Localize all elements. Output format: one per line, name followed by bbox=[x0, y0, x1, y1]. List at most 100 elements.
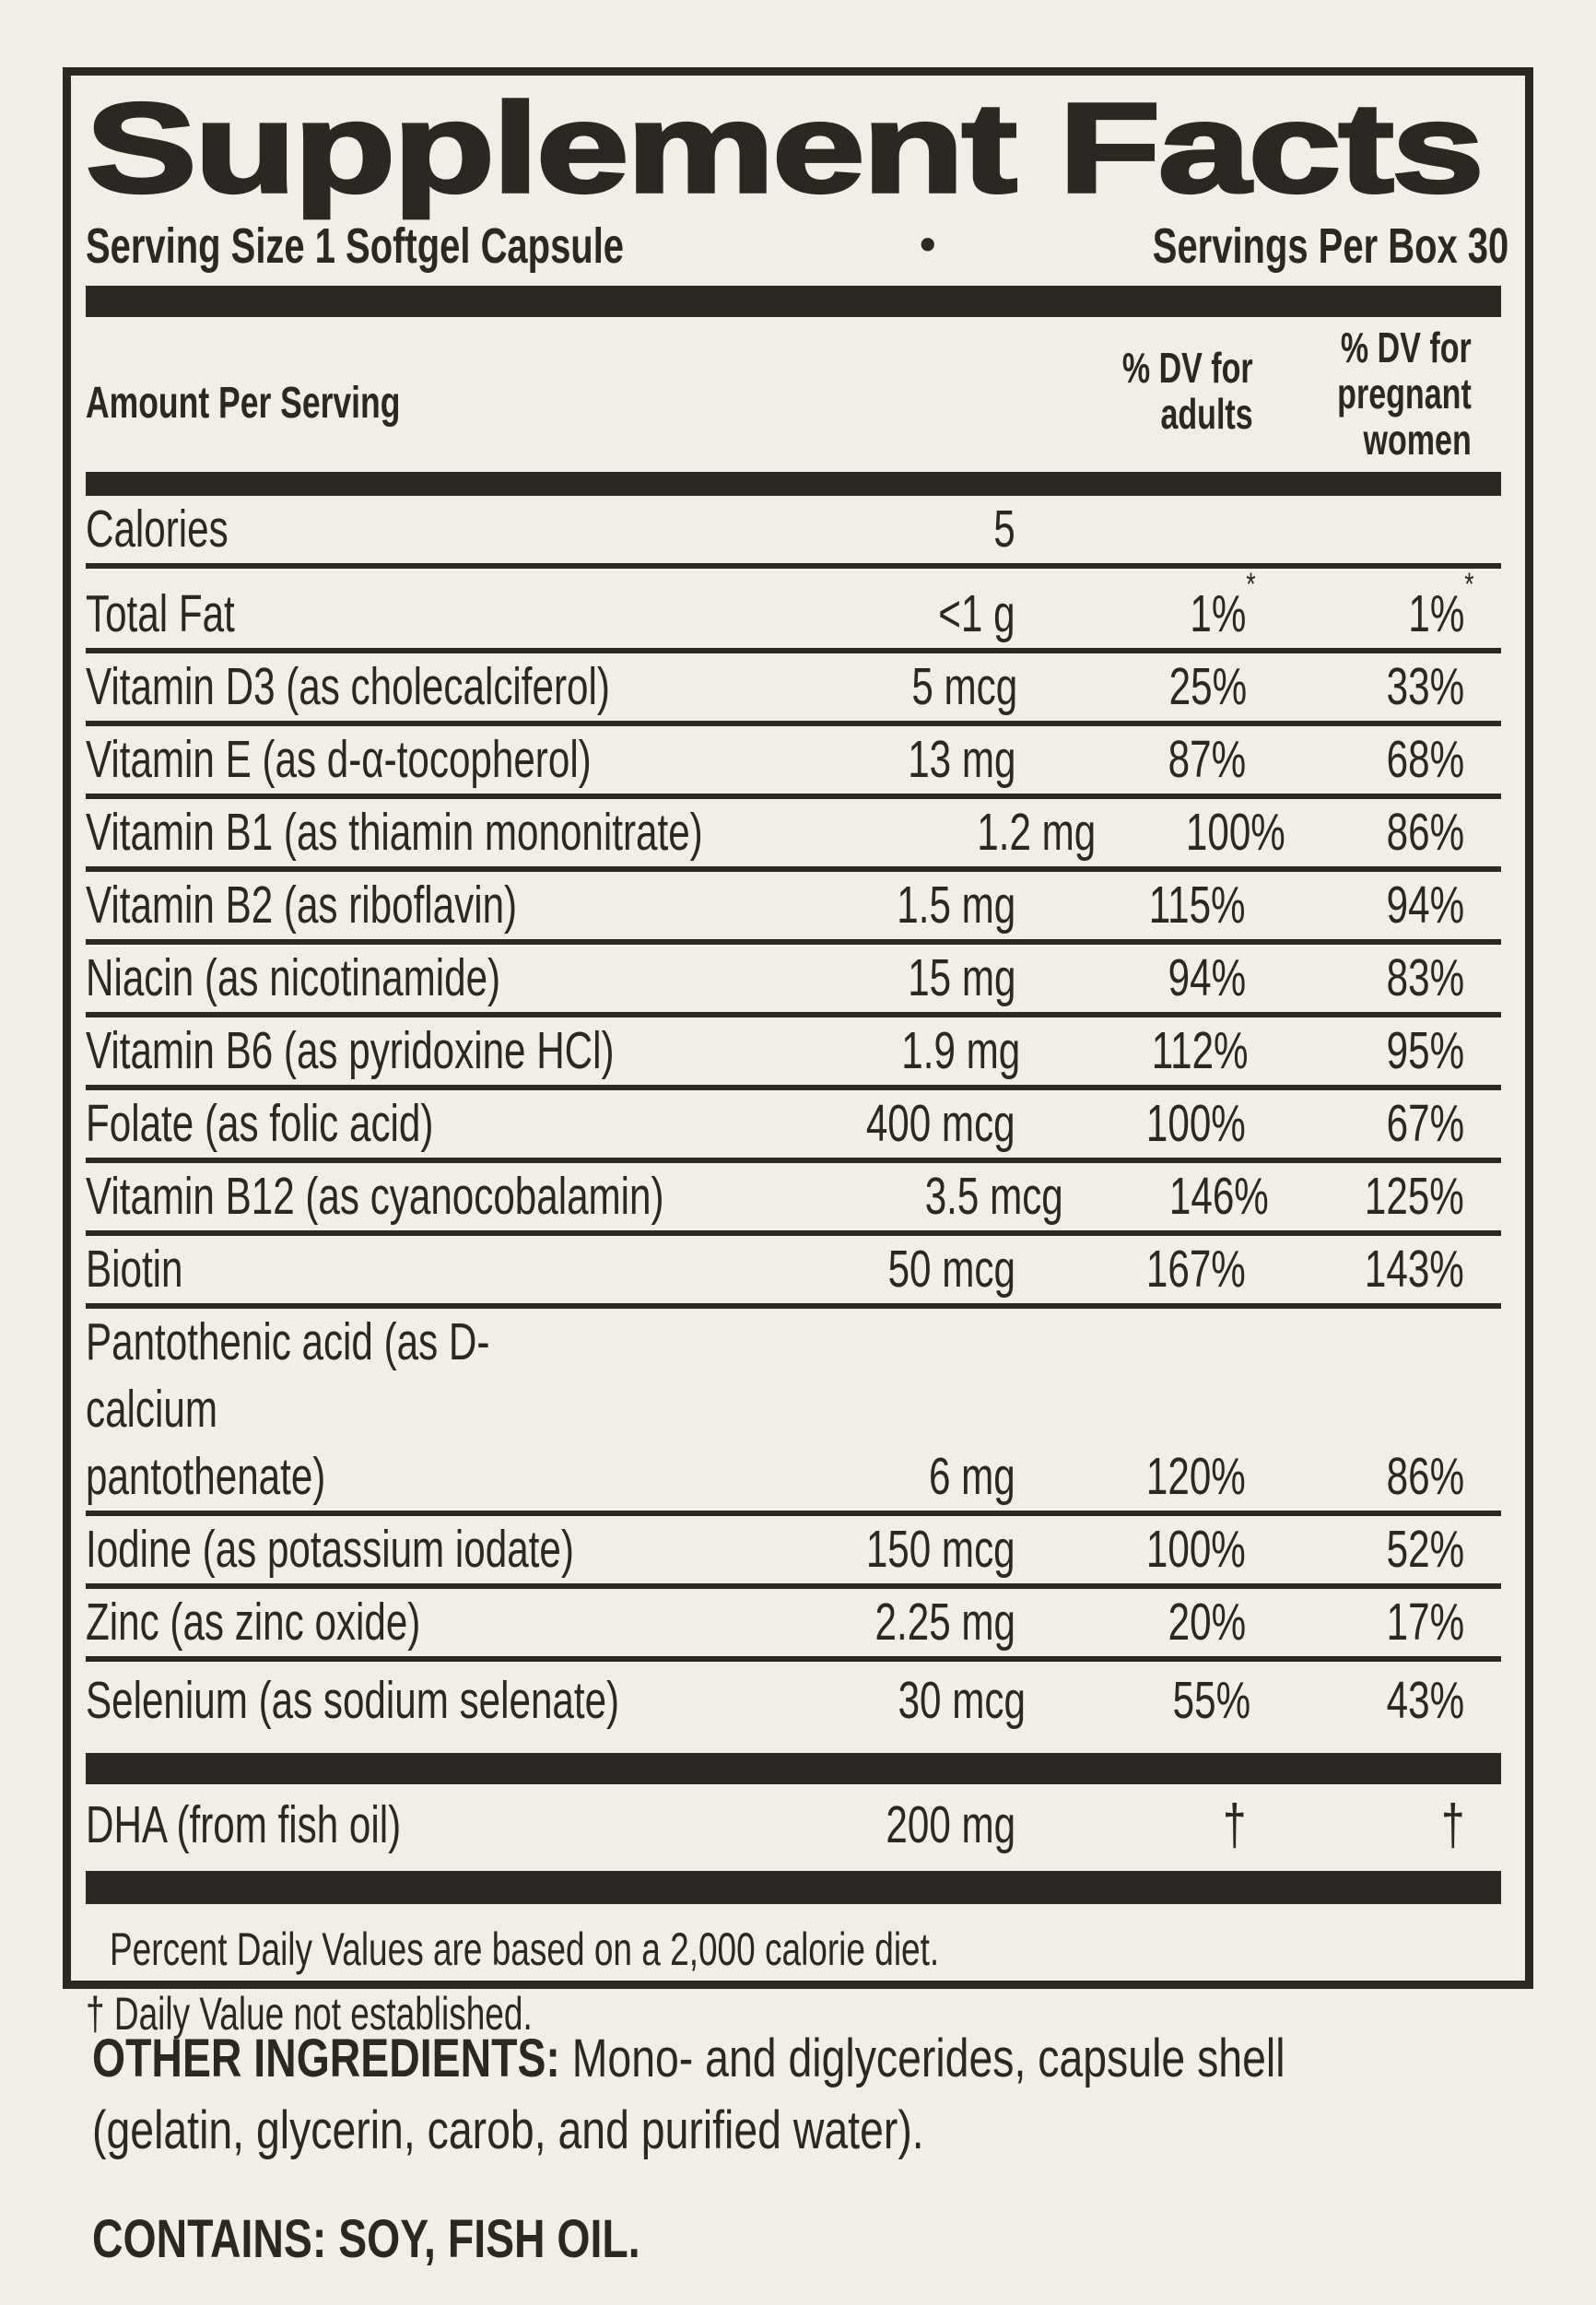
dv-pregnant-value: 68% bbox=[1386, 730, 1464, 789]
nutrient-amount: 6 mg bbox=[929, 1447, 1015, 1506]
dv-adults-value: 87% bbox=[1168, 730, 1246, 789]
contains-text: SOY, FISH OIL. bbox=[326, 2209, 640, 2269]
dv-pregnant-value bbox=[1280, 496, 1501, 563]
dv-pregnant-value: 94% bbox=[1386, 876, 1464, 935]
dv-adults-value: 25% bbox=[1168, 657, 1247, 716]
dv-adults-value: 1%* bbox=[1190, 566, 1256, 643]
nutrient-amount: 1.9 mg bbox=[901, 1021, 1021, 1080]
divider-bar-header bbox=[86, 472, 1501, 496]
dv-adults-value: 94% bbox=[1168, 948, 1246, 1007]
supplement-facts-box: Supplement Facts Serving Size 1 Softgel … bbox=[63, 67, 1533, 2040]
dv-pregnant-value: 1%* bbox=[1408, 566, 1474, 643]
servings-per-box-text: Servings Per Box 30 bbox=[1152, 218, 1508, 274]
footnote-dagger: † Daily Value not established. bbox=[86, 1988, 533, 2040]
nutrient-name: Biotin bbox=[86, 1240, 183, 1299]
label-title-text: Supplement Facts bbox=[84, 77, 1486, 219]
table-row: Vitamin B1 (as thiamin mononitrate) 1.2 m… bbox=[86, 799, 1501, 872]
dv-adults-header: % DV for adults bbox=[1122, 344, 1253, 438]
other-ingredients-text: Mono- and diglycerides, capsule shell (g… bbox=[92, 2029, 1285, 2160]
dv-adults-value: 55% bbox=[1172, 1671, 1251, 1730]
table-row: Iodine (as potassium iodate) 150 mcg 100% 5… bbox=[86, 1516, 1501, 1589]
dv-adults-value: 120% bbox=[1146, 1447, 1246, 1506]
nutrient-name: Vitamin E (as d-α-tocopherol) bbox=[86, 730, 592, 789]
nutrient-name: Niacin (as nicotinamide) bbox=[86, 948, 501, 1007]
contains-statement: CONTAINS: SOY, FISH OIL. bbox=[92, 2204, 1493, 2276]
table-row: Selenium (as sodium selenate) 30 mcg 55% 43… bbox=[86, 1662, 1501, 1735]
dv-adults-value: 20% bbox=[1168, 1593, 1246, 1652]
nutrient-amount: 5 bbox=[993, 500, 1015, 559]
dv-adults-value: 115% bbox=[1149, 876, 1246, 935]
table-row: Zinc (as zinc oxide) 2.25 mg 20% 17% bbox=[86, 1589, 1501, 1662]
dha-row-container: DHA (from fish oil) 200 mg † † bbox=[86, 1784, 1508, 1865]
amount-per-serving-header: Amount Per Serving bbox=[86, 379, 401, 428]
nutrient-name: Vitamin D3 (as cholecalciferol) bbox=[86, 657, 610, 716]
dv-pregnant-value: 83% bbox=[1386, 948, 1464, 1007]
nutrient-name: Calories bbox=[86, 500, 229, 559]
dv-adults-value: † bbox=[1222, 1793, 1246, 1857]
dv-pregnant-value: 143% bbox=[1365, 1240, 1464, 1299]
nutrient-amount: <1 g bbox=[938, 584, 1015, 643]
nutrient-rows: Calories 5 Total Fat <1 g 1%* 1%* Vitamin D3 (… bbox=[86, 496, 1501, 1735]
dv-pregnant-value: 125% bbox=[1365, 1167, 1464, 1226]
dv-pregnant-value: 95% bbox=[1386, 1021, 1464, 1080]
dv-pregnant-value: 43% bbox=[1386, 1671, 1464, 1730]
dv-pregnant-value: 86% bbox=[1386, 803, 1464, 862]
dv-adults-value: 100% bbox=[1146, 1520, 1246, 1579]
serving-line: Serving Size 1 Softgel Capsule • Serving… bbox=[86, 214, 1508, 278]
nutrient-name: Selenium (as sodium selenate) bbox=[86, 1671, 620, 1730]
divider-bar-dha-top bbox=[86, 1753, 1501, 1784]
nutrient-name: Iodine (as potassium iodate) bbox=[86, 1520, 574, 1579]
nutrient-amount: 50 mcg bbox=[887, 1240, 1015, 1299]
dv-adults-value: 146% bbox=[1169, 1167, 1270, 1226]
dv-pregnant-value: † bbox=[1440, 1793, 1464, 1857]
table-row: Total Fat <1 g 1%* 1%* bbox=[86, 566, 1501, 653]
nutrient-amount: 150 mcg bbox=[866, 1520, 1015, 1579]
contains-label: CONTAINS: bbox=[92, 2209, 327, 2269]
table-row: Niacin (as nicotinamide) 15 mg 94% 83% bbox=[86, 945, 1501, 1017]
nutrient-amount: 3.5 mcg bbox=[924, 1167, 1063, 1226]
divider-bar-top bbox=[86, 286, 1501, 317]
nutrient-name: Vitamin B12 (as cyanocobalamin) bbox=[86, 1167, 664, 1226]
dv-pregnant-value: 17% bbox=[1386, 1593, 1464, 1652]
nutrient-amount: 30 mcg bbox=[898, 1671, 1026, 1730]
nutrient-amount: 400 mcg bbox=[866, 1094, 1015, 1153]
nutrient-amount: 2.25 mg bbox=[874, 1593, 1015, 1652]
nutrient-amount: 1.2 mg bbox=[977, 803, 1097, 862]
table-row: DHA (from fish oil) 200 mg † † bbox=[86, 1784, 1501, 1865]
table-row: Folate (as folic acid) 400 mcg 100% 67% bbox=[86, 1090, 1501, 1163]
nutrient-amount: 13 mg bbox=[907, 730, 1015, 789]
dv-pregnant-value: 33% bbox=[1386, 657, 1464, 716]
nutrient-name: Folate (as folic acid) bbox=[86, 1094, 434, 1153]
column-headers: Amount Per Serving % DV for adults % DV … bbox=[86, 324, 1508, 463]
nutrient-amount: 1.5 mg bbox=[897, 876, 1015, 935]
nutrient-name: Total Fat bbox=[86, 584, 235, 643]
nutrient-amount: 15 mg bbox=[907, 948, 1015, 1007]
nutrient-name: DHA (from fish oil) bbox=[86, 1794, 402, 1854]
dv-pregnant-value: 52% bbox=[1386, 1520, 1464, 1579]
footnotes: Percent Daily Values are based on a 2,00… bbox=[86, 1917, 1508, 2046]
serving-size-text: Serving Size 1 Softgel Capsule bbox=[86, 218, 625, 274]
divider-bar-dha-bottom bbox=[86, 1871, 1501, 1904]
other-ingredients-label: OTHER INGREDIENTS: bbox=[92, 2029, 560, 2088]
table-row: Vitamin D3 (as cholecalciferol) 5 mcg 25% 3… bbox=[86, 653, 1501, 726]
other-ingredients: OTHER INGREDIENTS: Mono- and diglyceride… bbox=[92, 2023, 1493, 2167]
nutrient-name: Vitamin B1 (as thiamin mononitrate) bbox=[86, 803, 703, 862]
table-row: Calories 5 bbox=[86, 496, 1501, 569]
nutrient-name: Zinc (as zinc oxide) bbox=[86, 1593, 421, 1652]
bullet-separator: • bbox=[920, 218, 936, 270]
dv-adults-value: 100% bbox=[1185, 803, 1285, 862]
table-row: Vitamin B6 (as pyridoxine HCl) 1.9 mg 112%… bbox=[86, 1017, 1501, 1090]
nutrient-name: Vitamin B2 (as riboflavin) bbox=[86, 876, 518, 935]
dv-pregnant-header: % DV for pregnant women bbox=[1337, 323, 1472, 464]
nutrient-amount: 5 mcg bbox=[910, 657, 1017, 716]
table-row: Vitamin B2 (as riboflavin) 1.5 mg 115% 94% bbox=[86, 872, 1501, 945]
dv-pregnant-value: 67% bbox=[1386, 1094, 1464, 1153]
table-row: Vitamin B12 (as cyanocobalamin) 3.5 mcg 14… bbox=[86, 1163, 1501, 1236]
nutrient-amount: 200 mg bbox=[886, 1795, 1015, 1854]
nutrient-name: Vitamin B6 (as pyridoxine HCl) bbox=[86, 1021, 615, 1080]
footnote-daily-values: Percent Daily Values are based on a 2,00… bbox=[110, 1923, 940, 1975]
table-row: Biotin 50 mcg 167% 143% bbox=[86, 1236, 1501, 1309]
table-row: Vitamin E (as d-α-tocopherol) 13 mg 87% 68% bbox=[86, 726, 1501, 799]
dv-adults-value: 100% bbox=[1146, 1094, 1246, 1153]
